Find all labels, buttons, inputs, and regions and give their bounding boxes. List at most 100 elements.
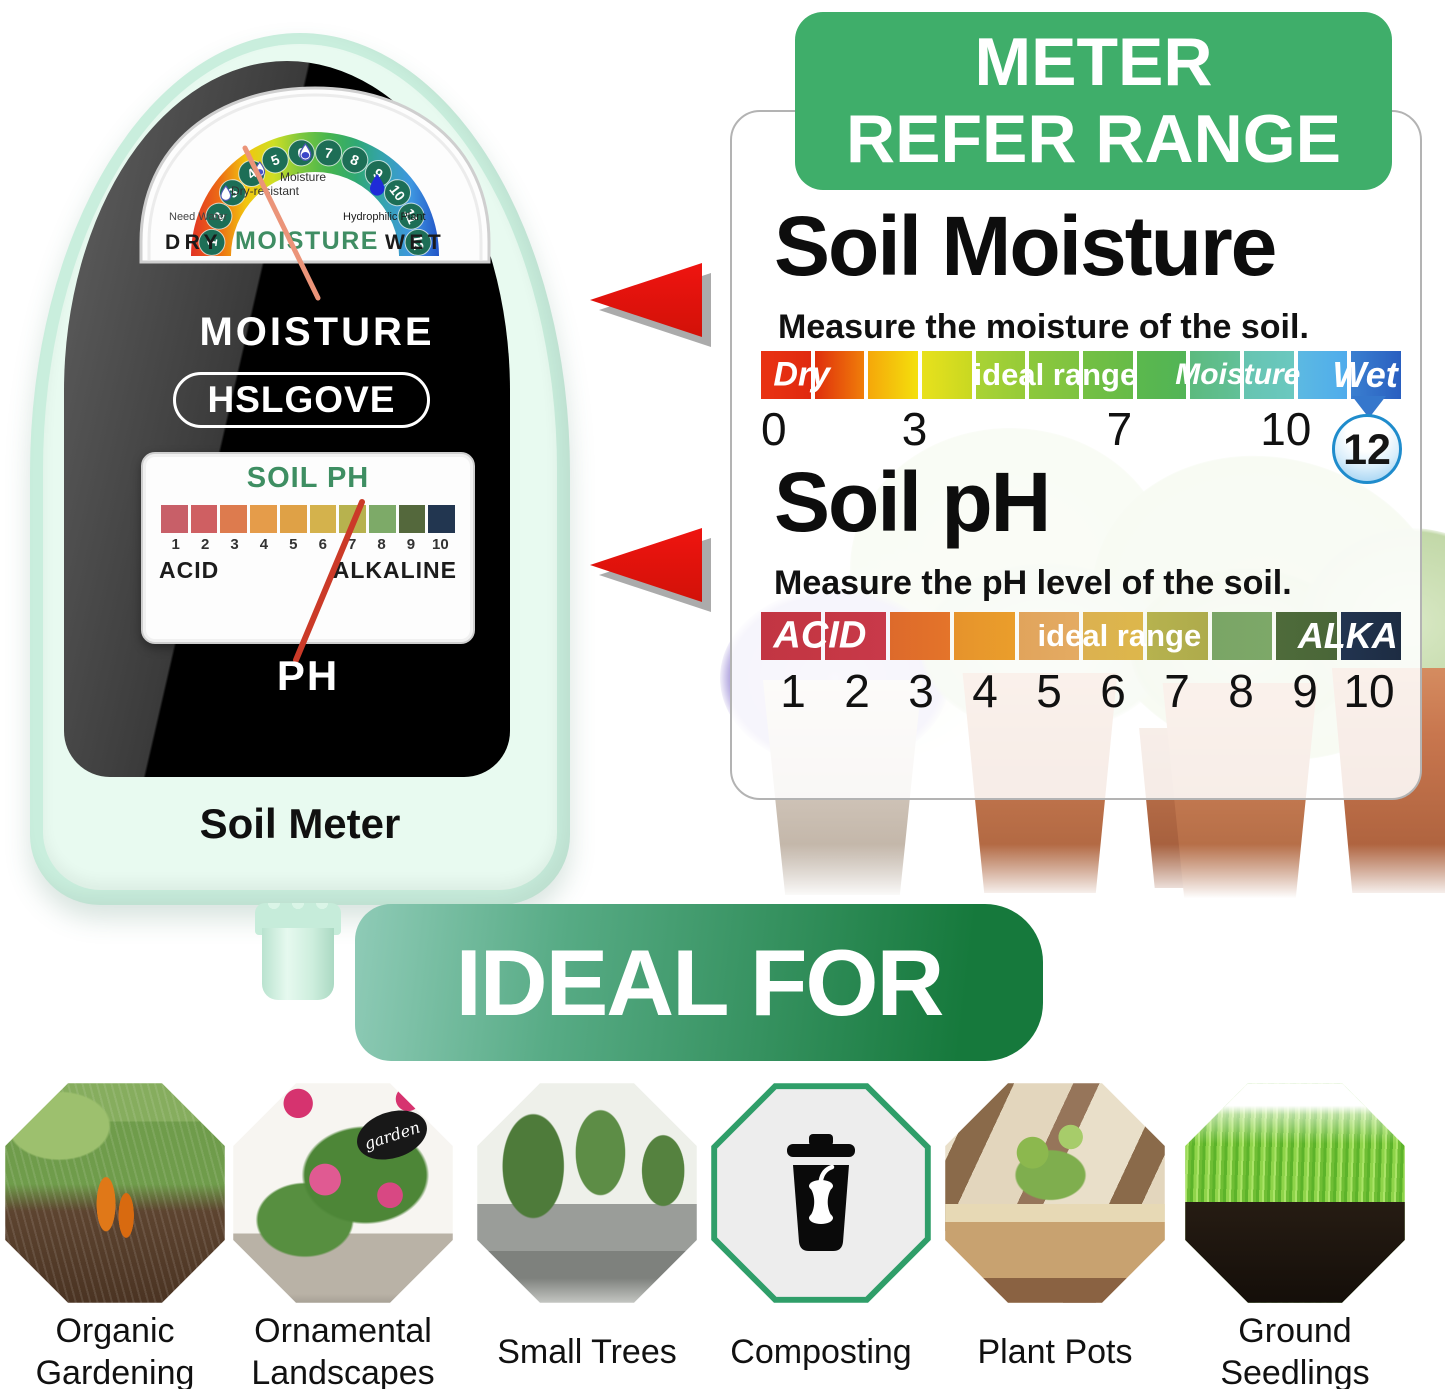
dry-label: DRY xyxy=(165,231,222,254)
ideal-for-label: IDEAL FOR xyxy=(455,929,945,1035)
moisture-scale-number: 7 xyxy=(315,139,343,167)
moisture-scale-number: 1 xyxy=(198,228,226,256)
soil-moisture-heading: Soil Moisture xyxy=(774,199,1277,293)
soil-meter-device: 123456789101112 Need Water Dry-resistant… xyxy=(30,33,570,1000)
ph-swatch-number: 1 xyxy=(171,536,180,553)
need-water-droplet-icon xyxy=(220,185,232,201)
ph-swatch-row xyxy=(161,505,456,533)
moisture-scale-number: 12 xyxy=(404,228,432,256)
acid-label: ACID xyxy=(159,557,220,583)
moisture-scale-numbers: 123456789101112 xyxy=(198,139,432,256)
moisture-tick: 0 xyxy=(761,403,787,455)
moisture-max-marker: 12 xyxy=(1332,414,1402,484)
scale-label: ideal range xyxy=(1037,618,1202,653)
scale-segment xyxy=(975,351,1026,399)
plant-pots-thumb-photo xyxy=(945,1083,1165,1303)
item-label: Organic Gardening xyxy=(35,1311,195,1389)
ph-tick: 5 xyxy=(1036,665,1062,717)
left-arrow-icon xyxy=(590,263,711,347)
ph-swatch xyxy=(428,505,456,533)
garden-tag: garden xyxy=(351,1102,434,1169)
moisture-tick: 7 xyxy=(1106,403,1133,455)
ornamental-landscapes-photo: garden xyxy=(233,1083,453,1303)
ph-swatch-number: 4 xyxy=(259,536,269,553)
scale-segment xyxy=(814,351,865,399)
scale-segment xyxy=(1029,351,1080,399)
ph-number-row: 1 2 3 4 5 6 7 8 9 10 xyxy=(161,536,455,553)
marker-pointer-icon xyxy=(1352,396,1386,418)
ph-swatch xyxy=(190,505,218,533)
scale-segment xyxy=(868,351,919,399)
ph-swatch-number: 2 xyxy=(200,536,210,553)
moisture-scale-bar: Dry ideal range Moisture Wet xyxy=(761,351,1402,399)
ph-swatch-number: 7 xyxy=(347,536,357,553)
moisture-scale-number: 9 xyxy=(364,160,392,187)
organic-gardening-photo xyxy=(5,1083,225,1303)
scale-segment xyxy=(1340,612,1402,660)
scale-segment xyxy=(825,612,886,660)
need-water-label: Need Water xyxy=(169,211,228,223)
ph-swatch-number: 5 xyxy=(289,536,298,553)
scale-segment xyxy=(761,612,822,660)
moisture-scale-number: 5 xyxy=(261,146,289,174)
ph-swatch-number: 10 xyxy=(432,536,449,553)
hydrophilic-plant-label: Hydrophilic Plant xyxy=(343,211,426,223)
ground-seedlings-photo xyxy=(1185,1083,1405,1303)
ph-swatch-number: 8 xyxy=(377,536,386,553)
moisture-annotation-label: Moisture xyxy=(280,170,326,184)
scale-segment xyxy=(761,351,811,399)
ph-tick: 3 xyxy=(908,665,934,717)
scale-segment xyxy=(1244,351,1294,399)
ph-tick: 1 xyxy=(780,665,806,717)
ideal-item-small-trees: Small Trees xyxy=(475,1081,699,1371)
scale-segment xyxy=(1018,612,1080,660)
ideal-item-plant-pots: Plant Pots xyxy=(943,1081,1167,1371)
ph-swatch xyxy=(339,505,366,533)
ph-swatch xyxy=(368,505,396,533)
ph-tick: 4 xyxy=(972,665,998,717)
ideal-item-organic-gardening: Organic Gardening xyxy=(3,1081,227,1389)
alkaline-label: ALKALINE xyxy=(332,557,457,583)
product-name-label: Soil Meter xyxy=(199,800,401,847)
ph-scale-bar: ACID ideal range ALKA xyxy=(761,612,1402,660)
composting-badge xyxy=(711,1083,931,1303)
device-ph-label: PH xyxy=(276,652,340,699)
scale-label: ACID xyxy=(773,614,867,657)
banner-title: METER REFER RANGE xyxy=(846,24,1341,177)
ph-swatch xyxy=(220,505,248,533)
scale-label: ideal range xyxy=(973,357,1138,392)
moisture-droplet-icon xyxy=(299,142,312,161)
ideal-item-ground-seedlings: Ground Seedlings xyxy=(1183,1081,1407,1389)
moisture-scale-ticks: 0 3 7 10 xyxy=(761,402,1401,455)
scale-segment xyxy=(1297,351,1348,399)
soil-ph-heading: Soil pH xyxy=(774,455,1051,549)
soil-ph-title: SOIL PH xyxy=(246,462,370,494)
item-label: Composting xyxy=(730,1332,912,1371)
meter-refer-range-banner: METER REFER RANGE xyxy=(795,12,1392,190)
ideal-for-banner: IDEAL FOR xyxy=(355,904,1043,1061)
soil-moisture-subtitle: Measure the moisture of the soil. xyxy=(778,308,1309,346)
item-label: Ornamental Landscapes xyxy=(251,1311,435,1389)
ph-swatch xyxy=(279,505,307,533)
scale-segment xyxy=(954,612,1015,660)
scale-label: Moisture xyxy=(1175,358,1301,391)
garden-tag-text: garden xyxy=(362,1117,423,1154)
scale-segment xyxy=(1147,612,1208,660)
moisture-scale-number: 2 xyxy=(205,202,233,230)
ph-tick: 7 xyxy=(1164,665,1190,717)
moisture-scale-number: 10 xyxy=(384,179,411,207)
moisture-tick: 3 xyxy=(901,403,928,455)
scale-segment xyxy=(1276,612,1337,660)
ph-tick: 9 xyxy=(1292,665,1318,717)
scale-segment xyxy=(1083,612,1144,660)
ph-swatch xyxy=(161,505,188,533)
scale-segment xyxy=(1136,351,1187,399)
item-label: Ground Seedlings xyxy=(1220,1311,1370,1389)
small-trees-photo xyxy=(477,1083,697,1303)
moisture-tick: 10 xyxy=(1260,403,1312,455)
soil-probe xyxy=(262,928,334,1000)
scale-segment xyxy=(1211,612,1273,660)
svg-text:7: 7 xyxy=(324,144,334,161)
moisture-needle xyxy=(242,145,321,301)
meter-refer-card: Soil Moisture Measure the moisture of th… xyxy=(730,110,1422,800)
